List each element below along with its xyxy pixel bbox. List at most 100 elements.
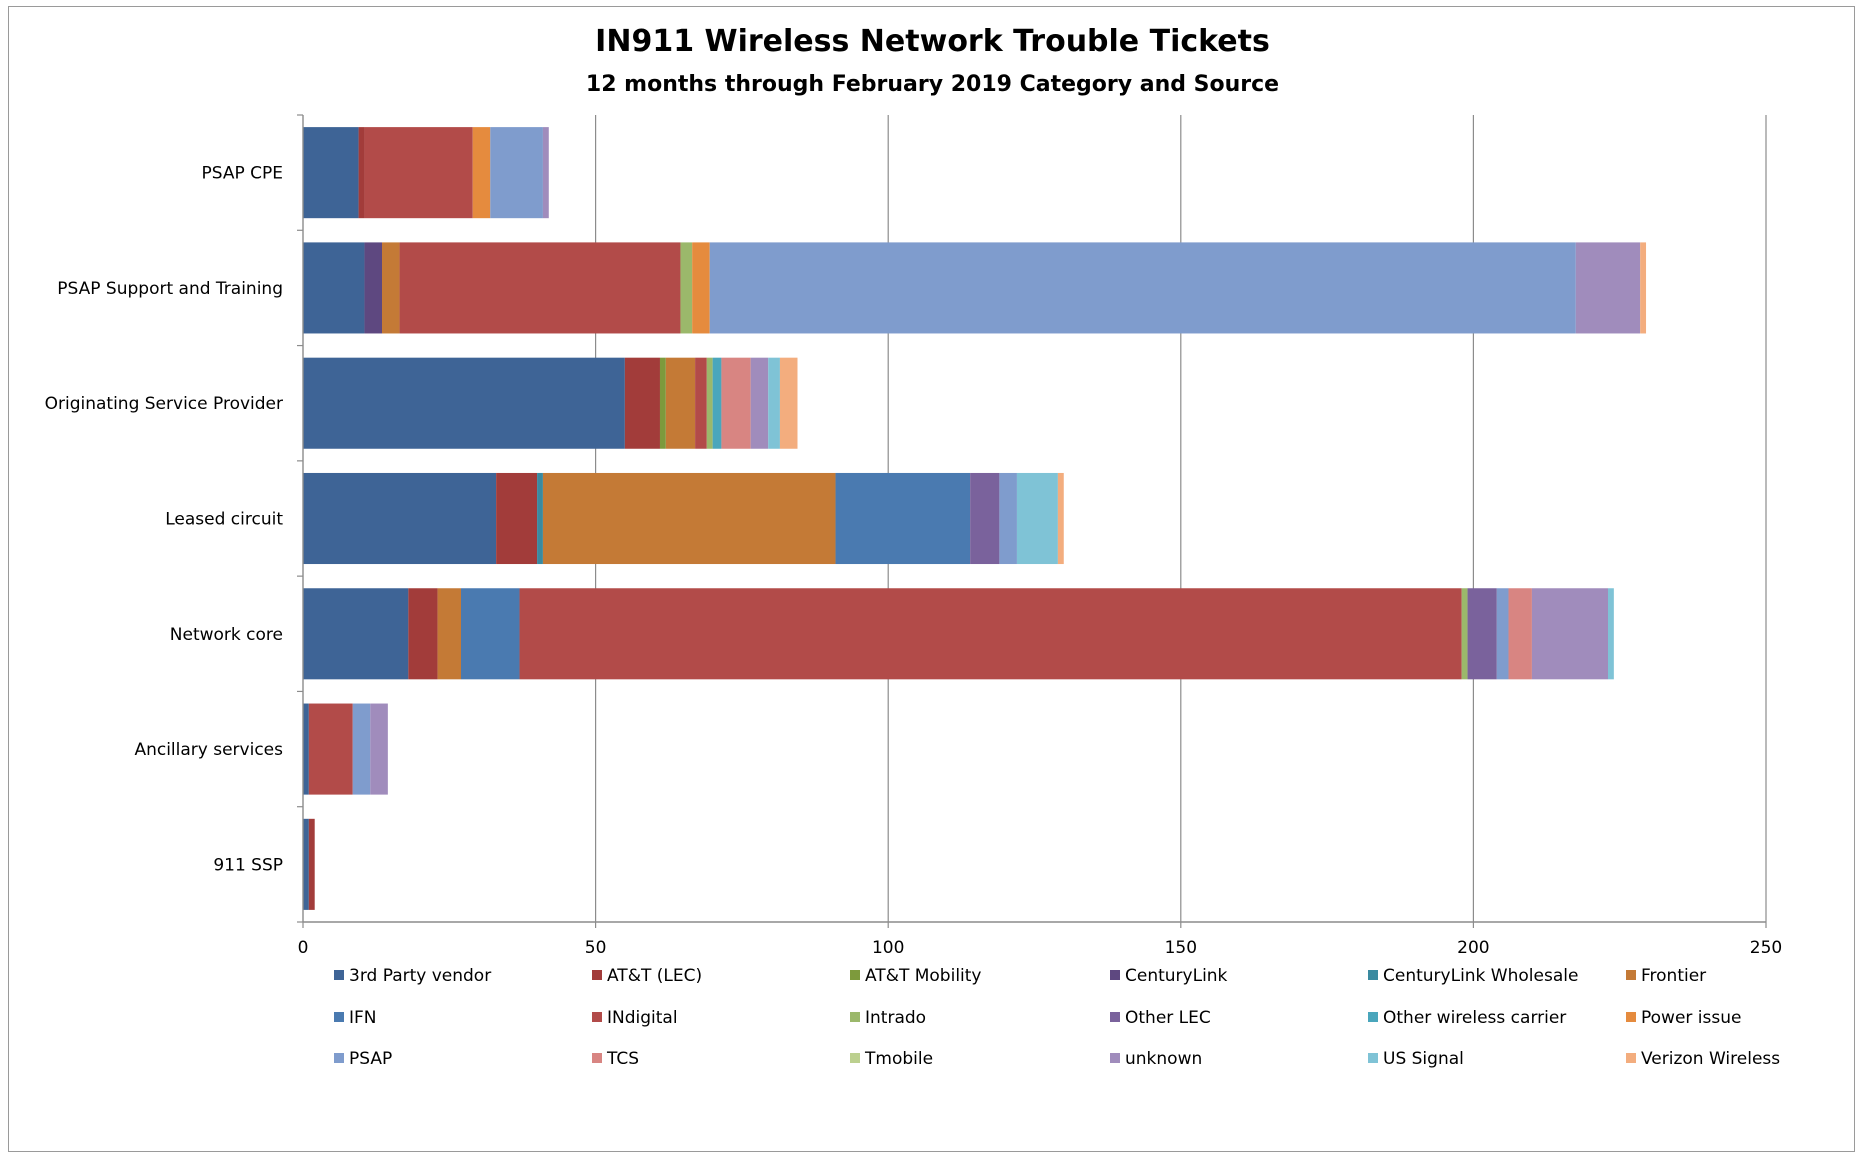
legend-swatch bbox=[334, 1012, 344, 1022]
legend-swatch bbox=[1110, 1012, 1120, 1022]
legend-swatch bbox=[334, 1053, 344, 1063]
bar-segment bbox=[1467, 588, 1497, 680]
bar-segment bbox=[1016, 472, 1058, 565]
legend-item: unknown bbox=[1110, 1049, 1202, 1069]
legend-label: CenturyLink bbox=[1125, 966, 1228, 986]
legend-label: PSAP bbox=[349, 1049, 392, 1069]
bar-segment bbox=[1496, 588, 1509, 680]
legend-label: 3rd Party vendor bbox=[349, 966, 491, 986]
bar-segment bbox=[835, 472, 971, 565]
legend-label: IFN bbox=[349, 1008, 377, 1028]
bar-segment bbox=[303, 242, 365, 334]
bar-segment bbox=[382, 242, 400, 334]
legend-swatch bbox=[334, 970, 344, 980]
bar-segment bbox=[970, 472, 1000, 565]
bar-segment bbox=[461, 588, 520, 680]
legend-label: TCS bbox=[606, 1049, 639, 1069]
bar-segment bbox=[680, 242, 693, 334]
legend-swatch bbox=[1110, 1053, 1120, 1063]
category-label: Originating Service Provider bbox=[45, 394, 283, 414]
legend-item: Tmobile bbox=[850, 1049, 933, 1069]
bar-segment bbox=[437, 588, 462, 680]
bar-segment bbox=[1640, 242, 1647, 334]
bar-segment bbox=[303, 472, 497, 565]
bar-segment bbox=[1057, 472, 1064, 565]
legend-swatch bbox=[1368, 1053, 1378, 1063]
bar-segment bbox=[659, 357, 666, 449]
x-tick-label: 100 bbox=[872, 938, 904, 958]
bar-segment bbox=[519, 588, 1462, 680]
x-tick-label: 150 bbox=[1165, 938, 1197, 958]
legend-item: AT&T Mobility bbox=[850, 966, 982, 986]
bar-segment bbox=[303, 818, 309, 910]
legend-swatch bbox=[592, 970, 602, 980]
bar-segment bbox=[303, 588, 409, 680]
chart-title: IN911 Wireless Network Trouble Tickets bbox=[595, 24, 1270, 59]
legend-label: US Signal bbox=[1383, 1049, 1464, 1069]
legend-swatch bbox=[850, 970, 860, 980]
bar-segment bbox=[542, 127, 549, 219]
x-tick-label: 50 bbox=[585, 938, 607, 958]
category-label: Network core bbox=[170, 625, 283, 645]
bar-segment bbox=[692, 242, 710, 334]
axes bbox=[297, 114, 1767, 928]
legend-item: Other wireless carrier bbox=[1368, 1008, 1566, 1028]
legend-label: Power issue bbox=[1641, 1008, 1741, 1028]
legend-item: INdigital bbox=[592, 1008, 678, 1028]
legend-item: CenturyLink bbox=[1110, 966, 1228, 986]
legend-item: PSAP bbox=[334, 1049, 392, 1069]
x-tick-label: 0 bbox=[298, 938, 309, 958]
legend-swatch bbox=[592, 1012, 602, 1022]
bar-segment bbox=[768, 357, 780, 449]
x-tick-label: 200 bbox=[1457, 938, 1489, 958]
bar-segment bbox=[624, 357, 660, 449]
bar-segment bbox=[542, 472, 836, 565]
bar-segment bbox=[1461, 588, 1468, 680]
category-label: 911 SSP bbox=[213, 855, 283, 875]
legend-label: Frontier bbox=[1641, 966, 1706, 986]
legend-label: Other LEC bbox=[1125, 1008, 1211, 1028]
legend-item: Intrado bbox=[850, 1008, 926, 1028]
bar-segment bbox=[1531, 588, 1608, 680]
legend-item: IFN bbox=[334, 1008, 377, 1028]
legend-swatch bbox=[1368, 970, 1378, 980]
bar-segment bbox=[779, 357, 798, 449]
category-label: PSAP Support and Training bbox=[57, 279, 283, 299]
category-label: PSAP CPE bbox=[201, 164, 283, 184]
legend-swatch bbox=[1626, 1053, 1636, 1063]
legend-swatch bbox=[592, 1053, 602, 1063]
legend-item: Verizon Wireless bbox=[1626, 1049, 1780, 1069]
bar-segment bbox=[695, 357, 707, 449]
legend-item: CenturyLink Wholesale bbox=[1368, 966, 1578, 986]
bar-segment bbox=[370, 703, 388, 795]
legend-item: AT&T (LEC) bbox=[592, 966, 702, 986]
bar-segment bbox=[303, 703, 309, 795]
legend-label: Tmobile bbox=[864, 1049, 933, 1069]
legend-label: Verizon Wireless bbox=[1641, 1049, 1780, 1069]
legend-swatch bbox=[1368, 1012, 1378, 1022]
legend-item: 3rd Party vendor bbox=[334, 966, 491, 986]
x-tick-label: 250 bbox=[1750, 938, 1782, 958]
bar-segment bbox=[496, 472, 538, 565]
bar-segment bbox=[399, 242, 681, 334]
bar-segment bbox=[303, 127, 359, 219]
bar-segment bbox=[750, 357, 769, 449]
bar-segment bbox=[364, 127, 473, 219]
bar-segment bbox=[490, 127, 543, 219]
x-tick-labels: 0 50 100 150 200 250 bbox=[298, 938, 1783, 958]
bar-segment bbox=[308, 703, 353, 795]
bar-segment bbox=[712, 357, 722, 449]
bar-segment bbox=[721, 357, 751, 449]
category-labels: PSAP CPE PSAP Support and Training Origina… bbox=[45, 164, 284, 876]
category-label: Leased circuit bbox=[165, 510, 283, 530]
bar-segment bbox=[364, 242, 383, 334]
bar-segment bbox=[706, 357, 713, 449]
category-label: Ancillary services bbox=[134, 740, 283, 760]
legend-label: AT&T (LEC) bbox=[607, 966, 702, 986]
legend-label: Other wireless carrier bbox=[1383, 1008, 1566, 1028]
legend-label: AT&T Mobility bbox=[865, 966, 982, 986]
legend-swatch bbox=[1626, 970, 1636, 980]
legend-item: TCS bbox=[592, 1049, 639, 1069]
bar-segment bbox=[472, 127, 491, 219]
